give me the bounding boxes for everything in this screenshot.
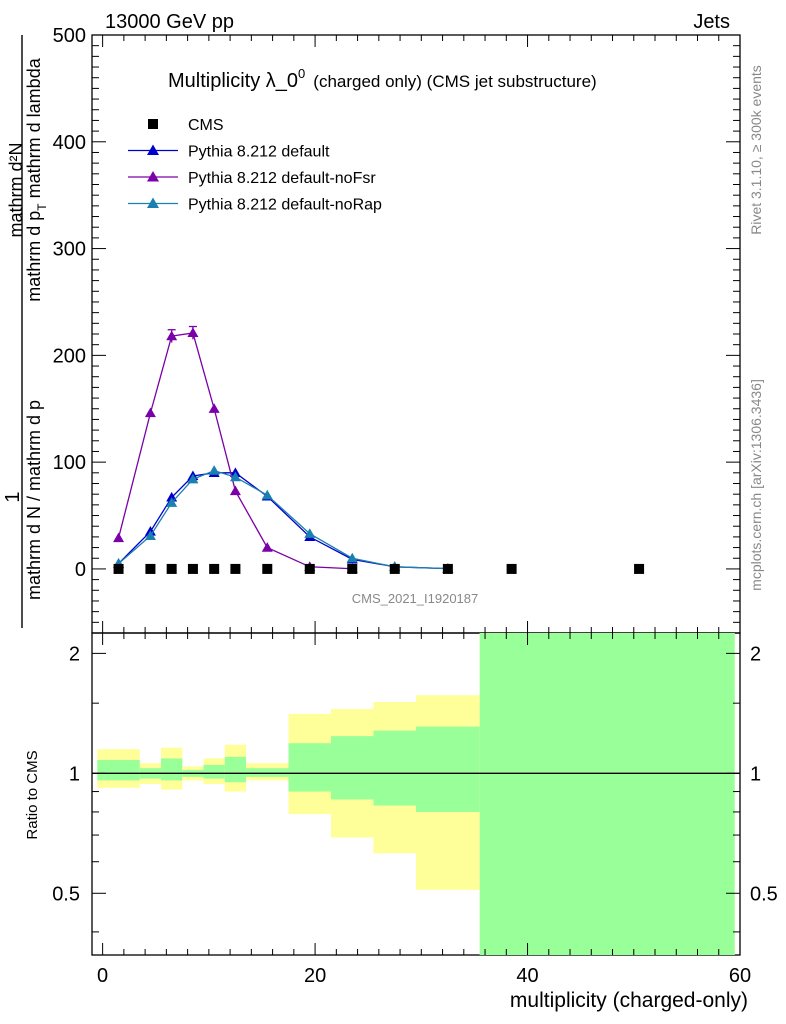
legend-label: Pythia 8.212 default-noRap bbox=[188, 197, 382, 214]
series-point bbox=[208, 403, 220, 413]
ratio-ylabel: Ratio to CMS bbox=[24, 750, 41, 839]
ratio-green-band bbox=[288, 743, 332, 792]
ratio-y-tick-label-right: 1 bbox=[750, 763, 761, 785]
analysis-watermark: CMS_2021_I1920187 bbox=[352, 591, 479, 606]
series-point bbox=[304, 528, 316, 538]
cms-point bbox=[262, 563, 273, 574]
series-point bbox=[261, 489, 273, 500]
ratio-green-band bbox=[97, 760, 140, 781]
y-tick-label: 0 bbox=[75, 559, 86, 581]
series-point bbox=[229, 471, 241, 482]
series-point bbox=[144, 407, 156, 418]
series-point bbox=[261, 542, 273, 552]
legend-label: CMS bbox=[188, 117, 224, 134]
cms-point bbox=[442, 563, 453, 574]
series-point bbox=[166, 330, 178, 341]
legend-label: Pythia 8.212 default-noFsr bbox=[188, 170, 376, 187]
ratio-green-band bbox=[416, 726, 480, 812]
series-point bbox=[113, 532, 125, 543]
ratio-y-tick-label-right: 2 bbox=[750, 643, 761, 665]
cms-point bbox=[166, 563, 177, 574]
cms-point bbox=[230, 563, 241, 574]
x-tick-label: 60 bbox=[729, 965, 751, 987]
series-point bbox=[166, 497, 178, 507]
legend-label: Pythia 8.212 default bbox=[188, 144, 330, 161]
series-point bbox=[187, 327, 199, 338]
legend-marker-square bbox=[148, 119, 158, 129]
legend-marker-triangle bbox=[147, 144, 159, 155]
ratio-bands bbox=[92, 633, 740, 955]
ratio-y-tick-label: 1 bbox=[69, 763, 80, 785]
cms-point bbox=[113, 563, 124, 574]
axis-ticks: 0 20 40 60 0 100 200 300 400 500 0.5 0.5 1 1 2 2 bbox=[52, 25, 778, 987]
chart-title: Multiplicity λ_00 (charged only) (CMS jet… bbox=[168, 66, 597, 92]
cms-point bbox=[347, 563, 358, 574]
y-tick-label: 100 bbox=[53, 452, 86, 474]
x-tick-label: 20 bbox=[304, 965, 326, 987]
ylabel-numerator: 1 bbox=[2, 491, 24, 502]
cms-point bbox=[187, 563, 198, 574]
xlabel: multiplicity (charged-only) bbox=[510, 989, 748, 1012]
legend-marker-triangle bbox=[147, 171, 159, 182]
cms-point bbox=[209, 563, 220, 574]
rivet-label: Rivet 3.1.10, ≥ 300k events bbox=[748, 65, 764, 235]
ratio-frame bbox=[91, 632, 741, 956]
cms-point bbox=[145, 563, 156, 574]
ratio-green-band bbox=[246, 768, 289, 777]
ratio-y-tick-label: 2 bbox=[69, 643, 80, 665]
series-point bbox=[144, 530, 156, 540]
ratio-green-band bbox=[161, 758, 183, 781]
ratio-y-tick-label: 0.5 bbox=[52, 883, 80, 905]
series-point bbox=[346, 552, 358, 563]
x-tick-label: 40 bbox=[516, 965, 538, 987]
ratio-green-band bbox=[203, 764, 225, 779]
header-left: 13000 GeV pp bbox=[105, 11, 234, 33]
y-tick-label: 300 bbox=[53, 239, 86, 261]
ratio-y-tick-label-right: 0.5 bbox=[750, 883, 778, 905]
cms-point bbox=[389, 563, 400, 574]
y-tick-label: 500 bbox=[53, 25, 86, 47]
mcplots-label: mcplots.cern.ch [arXiv:1306.3436] bbox=[748, 379, 764, 591]
legend-marker-triangle bbox=[147, 197, 159, 208]
cms-point bbox=[634, 563, 645, 574]
ylabel-bottom: mathrm d pT mathrm d lambda bbox=[24, 57, 49, 301]
ylabel-top: mathrm d²N bbox=[6, 142, 26, 237]
legend: CMS Pythia 8.212 default Pythia 8.212 defa… bbox=[128, 117, 382, 214]
series-point bbox=[208, 465, 220, 475]
x-tick-label: 0 bbox=[97, 965, 108, 987]
series-layer bbox=[113, 325, 645, 574]
ylabel-denominator: mathrm d N / mathrm d p bbox=[24, 400, 44, 600]
ratio-green-band bbox=[373, 730, 416, 806]
series-line bbox=[118, 469, 448, 570]
series-point bbox=[229, 485, 241, 496]
cms-point bbox=[304, 563, 315, 574]
ratio-green-band bbox=[224, 756, 247, 783]
y-tick-label: 200 bbox=[53, 345, 86, 367]
header-right: Jets bbox=[693, 11, 730, 33]
y-tick-label: 400 bbox=[53, 132, 86, 154]
cms-point bbox=[506, 563, 517, 574]
series-point bbox=[187, 473, 199, 484]
ratio-green-band bbox=[331, 736, 374, 800]
ratio-green-band bbox=[479, 633, 735, 955]
